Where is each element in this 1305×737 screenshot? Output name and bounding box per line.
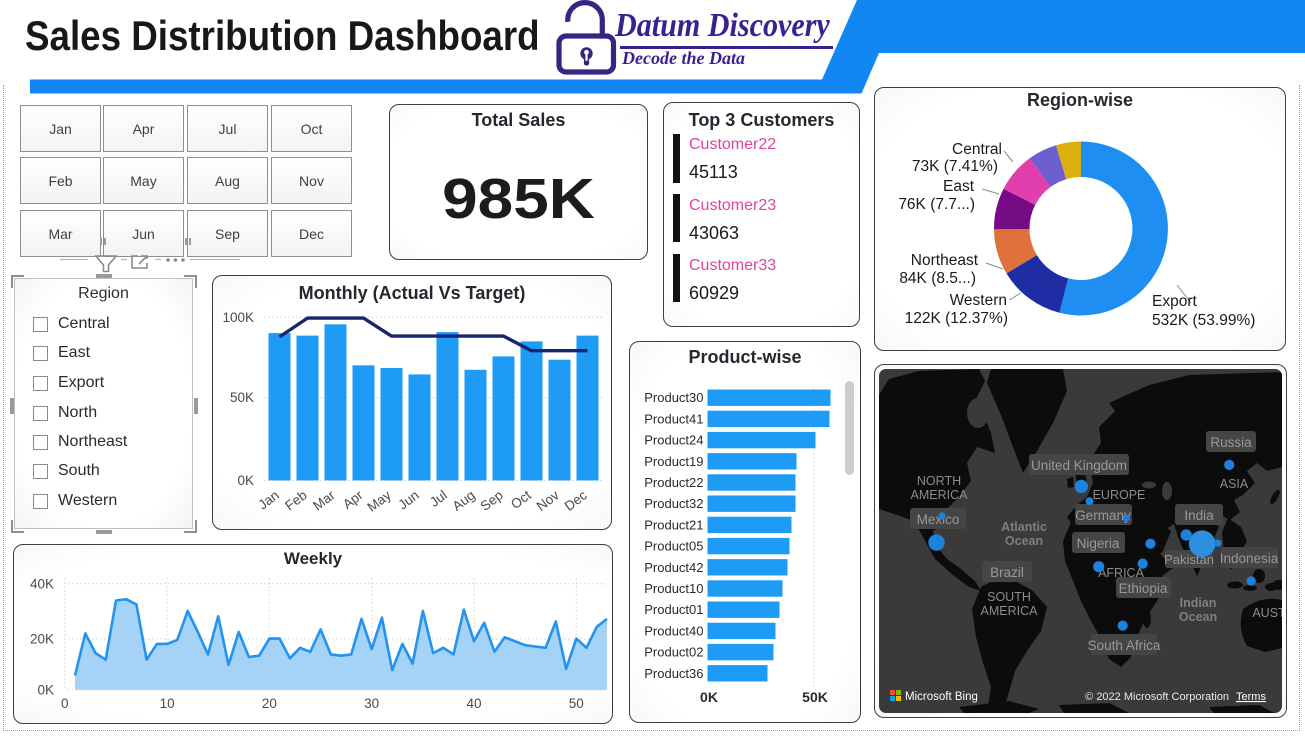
svg-text:100K: 100K	[222, 310, 254, 325]
svg-text:Product10: Product10	[644, 581, 703, 596]
svg-text:Atlantic: Atlantic	[1001, 520, 1047, 534]
svg-text:Export: Export	[1152, 293, 1197, 310]
svg-text:Product36: Product36	[644, 666, 703, 681]
svg-text:50: 50	[569, 696, 584, 711]
svg-text:Brazil: Brazil	[990, 565, 1024, 580]
svg-text:Western: Western	[950, 292, 1007, 309]
svg-text:20: 20	[262, 696, 277, 711]
svg-text:East: East	[943, 178, 975, 195]
svg-text:50K: 50K	[230, 390, 254, 405]
svg-text:30: 30	[364, 696, 379, 711]
svg-text:South Africa: South Africa	[1088, 638, 1161, 653]
svg-text:Germany: Germany	[1075, 508, 1131, 523]
svg-text:40: 40	[466, 696, 481, 711]
svg-text:Oct: Oct	[508, 487, 534, 512]
svg-text:EUROPE: EUROPE	[1093, 488, 1146, 502]
svg-text:10: 10	[160, 696, 175, 711]
svg-text:Mar: Mar	[310, 487, 338, 513]
svg-text:Central: Central	[952, 141, 1002, 158]
svg-text:Product19: Product19	[644, 454, 703, 469]
svg-text:76K (7.7...): 76K (7.7...)	[898, 196, 975, 213]
svg-text:Apr: Apr	[340, 487, 366, 512]
svg-text:AMERICA: AMERICA	[981, 604, 1039, 618]
svg-text:122K (12.37%): 122K (12.37%)	[905, 310, 1008, 327]
svg-text:Product24: Product24	[644, 433, 703, 448]
svg-text:Aug: Aug	[450, 487, 478, 513]
svg-text:Terms: Terms	[1236, 691, 1266, 703]
svg-text:Product30: Product30	[644, 390, 703, 405]
svg-text:40K: 40K	[30, 577, 54, 592]
svg-text:India: India	[1184, 508, 1214, 523]
svg-text:SOUTH: SOUTH	[987, 590, 1031, 604]
svg-text:United Kingdom: United Kingdom	[1031, 458, 1127, 473]
svg-text:0K: 0K	[37, 683, 54, 698]
svg-text:Jul: Jul	[427, 487, 450, 509]
svg-text:Indian: Indian	[1180, 596, 1217, 610]
svg-text:Nov: Nov	[534, 487, 562, 514]
svg-text:May: May	[364, 487, 394, 514]
svg-text:Dec: Dec	[562, 487, 590, 514]
svg-text:0K: 0K	[700, 689, 718, 705]
svg-text:Microsoft Bing: Microsoft Bing	[905, 691, 978, 703]
svg-text:Product32: Product32	[644, 496, 703, 511]
svg-text:0: 0	[61, 696, 69, 711]
svg-text:AFRICA: AFRICA	[1098, 566, 1145, 580]
svg-text:Product02: Product02	[644, 645, 703, 660]
svg-text:Product01: Product01	[644, 602, 703, 617]
svg-text:20K: 20K	[30, 632, 54, 647]
svg-text:Jan: Jan	[255, 487, 281, 512]
svg-text:0K: 0K	[237, 473, 254, 488]
svg-text:84K (8.5...): 84K (8.5...)	[899, 270, 976, 287]
svg-text:AUST: AUST	[1252, 606, 1282, 620]
svg-text:Ocean: Ocean	[1005, 534, 1043, 548]
svg-text:Product21: Product21	[644, 517, 703, 532]
svg-text:Nigeria: Nigeria	[1077, 536, 1120, 551]
svg-text:AMERICA: AMERICA	[911, 488, 969, 502]
svg-text:Jun: Jun	[395, 487, 421, 512]
svg-text:Indonesia: Indonesia	[1220, 551, 1279, 566]
svg-text:Northeast: Northeast	[911, 252, 979, 269]
svg-text:ASIA: ASIA	[1220, 477, 1249, 491]
svg-text:Product42: Product42	[644, 560, 703, 575]
svg-text:Ethiopia: Ethiopia	[1119, 581, 1168, 596]
svg-text:Product05: Product05	[644, 539, 703, 554]
svg-text:Product40: Product40	[644, 623, 703, 638]
svg-text:Mexico: Mexico	[917, 512, 960, 527]
svg-text:Product41: Product41	[644, 411, 703, 426]
svg-text:Ocean: Ocean	[1179, 610, 1217, 624]
svg-text:Feb: Feb	[282, 487, 310, 513]
svg-text:73K (7.41%): 73K (7.41%)	[912, 158, 998, 175]
svg-text:50K: 50K	[802, 689, 828, 705]
svg-text:Sep: Sep	[478, 487, 506, 513]
svg-text:532K (53.99%): 532K (53.99%)	[1152, 312, 1255, 329]
svg-text:© 2022 Microsoft Corporation: © 2022 Microsoft Corporation	[1085, 691, 1229, 703]
svg-text:NORTH: NORTH	[917, 474, 961, 488]
svg-text:Product22: Product22	[644, 475, 703, 490]
svg-text:Russia: Russia	[1210, 435, 1252, 450]
